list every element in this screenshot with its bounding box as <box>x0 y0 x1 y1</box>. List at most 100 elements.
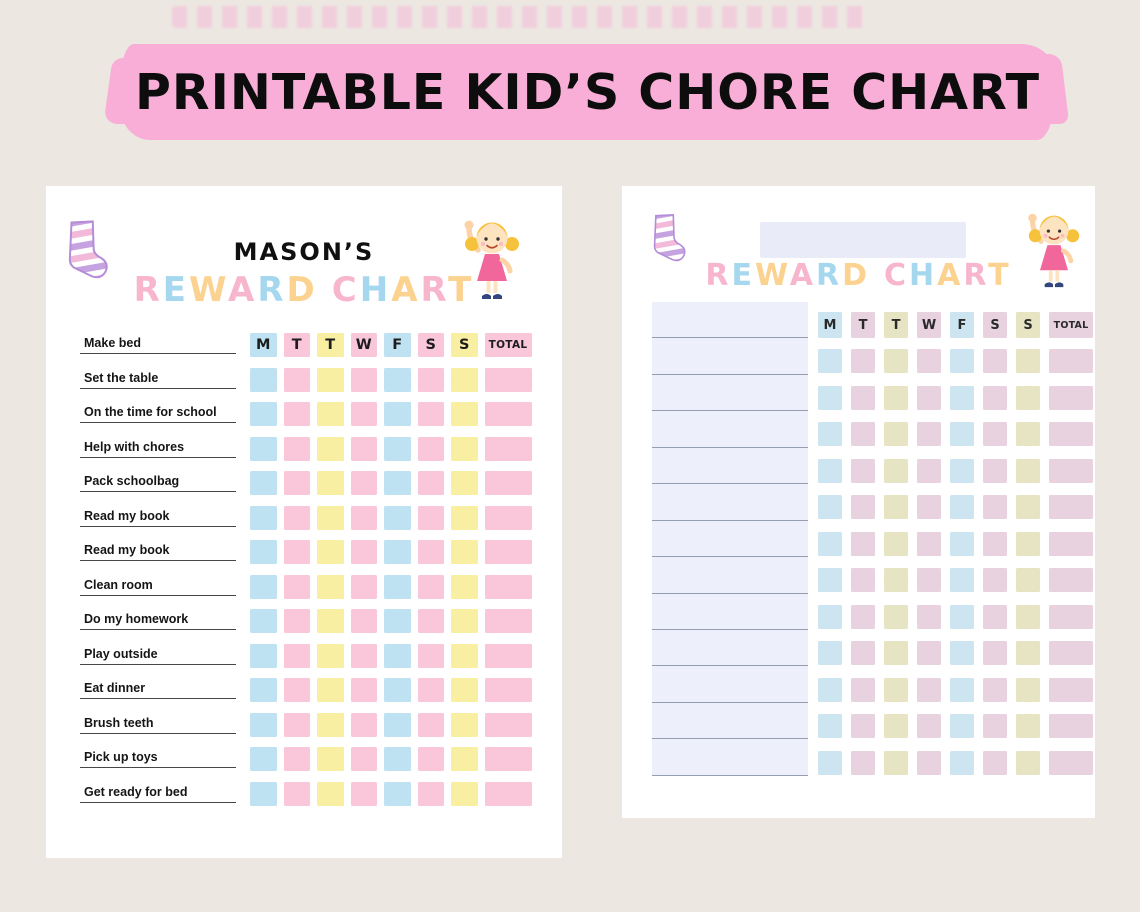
chore-cell[interactable] <box>384 574 411 599</box>
total-cell[interactable] <box>484 505 532 530</box>
total-cell[interactable] <box>484 540 532 565</box>
chore-cell[interactable] <box>417 505 444 530</box>
chore-cell[interactable] <box>417 471 444 496</box>
chore-cell[interactable] <box>451 781 478 806</box>
chore-cell[interactable] <box>917 641 941 665</box>
chore-cell[interactable] <box>317 781 344 806</box>
chore-cell[interactable] <box>851 750 875 775</box>
chore-cell[interactable] <box>283 436 310 461</box>
total-cell[interactable] <box>484 747 532 772</box>
chore-cell[interactable] <box>851 531 875 556</box>
chore-cell[interactable] <box>250 540 277 565</box>
chore-cell[interactable] <box>350 678 377 703</box>
chore-cell[interactable] <box>917 422 941 446</box>
chore-cell[interactable] <box>283 781 310 806</box>
chore-cell[interactable] <box>250 678 277 703</box>
chore-cell[interactable] <box>884 349 908 373</box>
chore-cell[interactable] <box>818 495 842 519</box>
chore-cell[interactable] <box>451 436 478 461</box>
chore-cell[interactable] <box>384 609 411 634</box>
chore-cell[interactable] <box>417 540 444 565</box>
chore-cell[interactable] <box>384 471 411 496</box>
chore-cell[interactable] <box>884 531 908 556</box>
chore-cell[interactable] <box>250 781 277 806</box>
chore-cell[interactable] <box>283 540 310 565</box>
chore-cell[interactable] <box>384 747 411 772</box>
chore-cell[interactable] <box>950 349 974 373</box>
chore-cell[interactable] <box>283 678 310 703</box>
chore-cell[interactable] <box>417 643 444 668</box>
chore-cell[interactable] <box>851 677 875 702</box>
chore-cell[interactable] <box>983 677 1007 702</box>
chore-cell[interactable] <box>350 781 377 806</box>
chore-cell[interactable] <box>851 422 875 446</box>
chore-cell[interactable] <box>250 643 277 668</box>
chore-cell[interactable] <box>350 402 377 427</box>
total-cell[interactable] <box>1049 750 1093 775</box>
chore-cell[interactable] <box>283 471 310 496</box>
chore-cell[interactable] <box>451 643 478 668</box>
chore-cell[interactable] <box>384 367 411 392</box>
chore-cell[interactable] <box>851 349 875 373</box>
chore-cell[interactable] <box>818 349 842 373</box>
chore-cell[interactable] <box>384 540 411 565</box>
chore-cell[interactable] <box>350 367 377 392</box>
writing-line[interactable] <box>652 338 808 375</box>
chore-cell[interactable] <box>851 568 875 592</box>
chore-cell[interactable] <box>950 531 974 556</box>
chore-cell[interactable] <box>917 750 941 775</box>
chore-cell[interactable] <box>283 609 310 634</box>
chore-cell[interactable] <box>317 540 344 565</box>
total-cell[interactable] <box>1049 422 1093 446</box>
chore-cell[interactable] <box>317 402 344 427</box>
total-cell[interactable] <box>484 574 532 599</box>
chore-cell[interactable] <box>851 641 875 665</box>
chore-cell[interactable] <box>983 349 1007 373</box>
chore-cell[interactable] <box>250 609 277 634</box>
chore-cell[interactable] <box>818 750 842 775</box>
chore-cell[interactable] <box>950 458 974 483</box>
chore-cell[interactable] <box>851 385 875 410</box>
chore-cell[interactable] <box>350 747 377 772</box>
chore-cell[interactable] <box>884 714 908 738</box>
chore-cell[interactable] <box>818 458 842 483</box>
total-cell[interactable] <box>1049 641 1093 665</box>
chore-cell[interactable] <box>451 471 478 496</box>
chore-cell[interactable] <box>818 568 842 592</box>
chore-cell[interactable] <box>350 712 377 737</box>
chore-cell[interactable] <box>917 531 941 556</box>
chore-cell[interactable] <box>983 641 1007 665</box>
chore-cell[interactable] <box>417 781 444 806</box>
chore-cell[interactable] <box>283 712 310 737</box>
chore-cell[interactable] <box>384 643 411 668</box>
chore-cell[interactable] <box>384 712 411 737</box>
chore-cell[interactable] <box>917 604 941 629</box>
chore-cell[interactable] <box>417 712 444 737</box>
chore-cell[interactable] <box>384 781 411 806</box>
chore-cell[interactable] <box>983 531 1007 556</box>
chore-cell[interactable] <box>950 568 974 592</box>
chore-cell[interactable] <box>451 678 478 703</box>
chore-cell[interactable] <box>917 349 941 373</box>
total-cell[interactable] <box>484 436 532 461</box>
total-cell[interactable] <box>484 402 532 427</box>
chore-cell[interactable] <box>350 471 377 496</box>
chore-cell[interactable] <box>1016 750 1040 775</box>
chore-cell[interactable] <box>317 609 344 634</box>
chore-cell[interactable] <box>950 714 974 738</box>
chore-cell[interactable] <box>417 678 444 703</box>
chore-cell[interactable] <box>983 604 1007 629</box>
chore-cell[interactable] <box>983 714 1007 738</box>
chore-cell[interactable] <box>250 747 277 772</box>
chore-cell[interactable] <box>950 604 974 629</box>
chore-cell[interactable] <box>1016 385 1040 410</box>
chore-cell[interactable] <box>417 747 444 772</box>
chore-cell[interactable] <box>384 678 411 703</box>
chore-cell[interactable] <box>451 574 478 599</box>
chore-cell[interactable] <box>350 505 377 530</box>
chore-cell[interactable] <box>283 643 310 668</box>
total-cell[interactable] <box>1049 677 1093 702</box>
chore-cell[interactable] <box>451 712 478 737</box>
chore-cell[interactable] <box>1016 604 1040 629</box>
chore-cell[interactable] <box>283 402 310 427</box>
